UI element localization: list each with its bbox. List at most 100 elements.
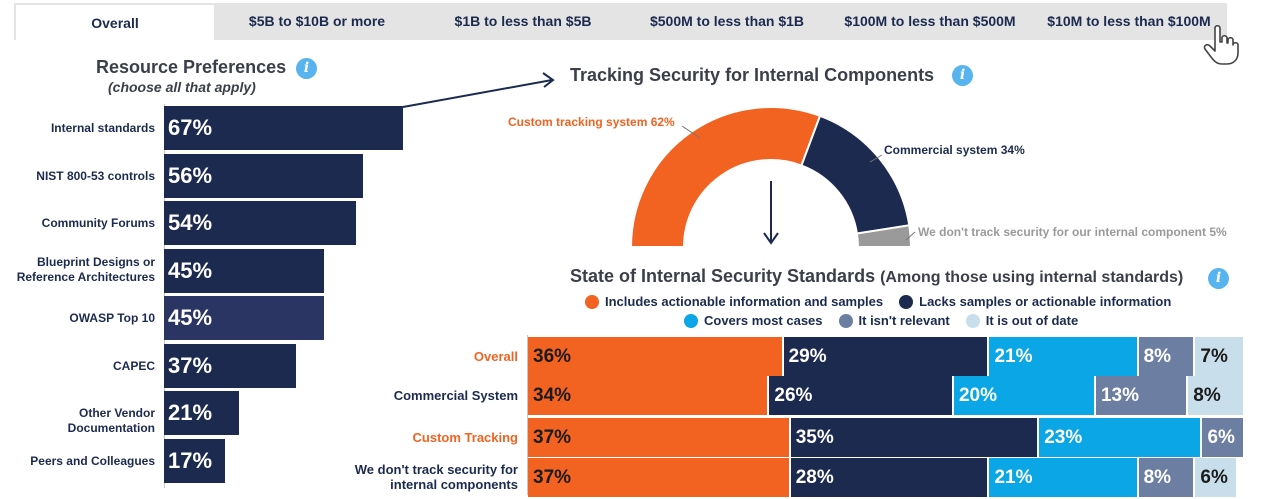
stacked-value-label: 21% (994, 346, 1033, 367)
stacked-segment[interactable]: 21% (989, 458, 1139, 497)
stacked-value-label: 20% (958, 385, 998, 406)
stacked-value-label: 8% (1193, 385, 1221, 406)
stacked-segment[interactable]: 21% (989, 337, 1139, 376)
stacked-segment[interactable]: 13% (1095, 376, 1189, 415)
gauge-leader-line (905, 231, 916, 241)
stacked-value-label: 36% (533, 346, 572, 367)
legend-row-1: Includes actionable information and samp… (585, 294, 1181, 309)
bar-value-label: 37% (168, 352, 213, 378)
bar-category-label: OWASP Top 10 (69, 311, 155, 325)
stacked-segment[interactable]: 26% (769, 376, 954, 415)
gauge-leader-line (681, 125, 701, 139)
stacked-segment[interactable]: 34% (528, 376, 770, 415)
bar-value-label: 67% (168, 115, 213, 140)
stacked-value-label: 6% (1200, 467, 1228, 488)
stacked-row: 34% 26% 20% 13% 8% (528, 376, 1246, 415)
stacked-value-label: 21% (994, 467, 1033, 488)
legend-item-actionable: Includes actionable information and samp… (585, 294, 883, 309)
pointer-hand-icon (1203, 24, 1239, 65)
stacked-segment[interactable]: 36% (528, 337, 784, 376)
info-icon[interactable]: i (1208, 268, 1229, 289)
tab-500m-to-1b[interactable]: $500M to less than $1B (649, 13, 805, 29)
stacked-segment[interactable]: 37% (528, 418, 791, 457)
tab-overall[interactable]: Overall (16, 3, 214, 40)
stacked-value-label: 29% (788, 346, 827, 367)
stacked-value-label: 23% (1044, 427, 1083, 448)
gauge-label-custom: Custom tracking system 62% (508, 115, 675, 129)
legend-item-covers: Covers most cases (684, 313, 823, 328)
stacked-category-label: We don't track security for internal com… (354, 462, 518, 492)
stacked-value-label: 6% (1207, 427, 1235, 448)
legend-dot (899, 294, 914, 309)
stacked-segment[interactable]: 35% (790, 418, 1040, 457)
stacked-segment[interactable]: 7% (1195, 337, 1246, 376)
info-icon[interactable]: i (296, 58, 317, 79)
stacked-segment[interactable]: 6% (1202, 418, 1246, 457)
bar-category-label: Community Forums (41, 216, 155, 230)
stacked-segment[interactable]: 8% (1138, 337, 1196, 376)
bar[interactable]: 45% (164, 248, 325, 293)
stacked-row: 37% 35% 23% 6% (528, 418, 1246, 457)
bar-value-label: 45% (168, 305, 213, 330)
bar[interactable]: 37% (164, 343, 296, 388)
stacked-segment[interactable]: 6% (1195, 458, 1238, 497)
gauge-slice[interactable] (800, 114, 911, 235)
stacked-value-label: 7% (1200, 346, 1228, 367)
bar[interactable]: 45% (164, 296, 325, 340)
standards-title-main: State of Internal Security Standards (570, 266, 876, 286)
bar-value-label: 21% (168, 400, 213, 425)
bar-value-label: 17% (168, 447, 213, 473)
bar-category-label: CAPEC (112, 358, 155, 373)
legend-row-2: Covers most cases It isn't relevant It i… (684, 313, 1088, 328)
legend-item-out-of-date: It is out of date (965, 313, 1078, 328)
stacked-row: 36% 29% 21% 8% 7% (528, 337, 1246, 376)
stacked-value-label: 34% (533, 385, 572, 406)
stacked-value-label: 8% (1143, 346, 1172, 367)
stacked-segment[interactable]: 8% (1188, 376, 1246, 415)
stacked-value-label: 37% (533, 427, 572, 448)
gauge-label-commercial: Commercial system 34% (884, 143, 1025, 157)
legend-dot (585, 294, 599, 309)
gauge-leader-line (869, 154, 883, 163)
bar[interactable]: 67% (164, 106, 403, 150)
bar-value-label: 54% (168, 210, 213, 235)
bar[interactable]: 56% (164, 153, 364, 198)
bar-category-label: NIST 800-53 controls (36, 168, 155, 183)
bar-value-label: 45% (168, 257, 213, 283)
stacked-value-label: 13% (1100, 385, 1140, 406)
bar-category-label: Other Vendor Documentation (67, 406, 155, 435)
gauge-label-untracked: We don't track security for our internal… (918, 225, 1227, 239)
stacked-value-label: 35% (795, 427, 834, 448)
stacked-segment[interactable]: 29% (783, 337, 990, 376)
stacked-segment[interactable]: 28% (790, 458, 990, 497)
tab-1b-to-5b[interactable]: $1B to less than $5B (454, 13, 592, 29)
legend-label: Includes actionable information and samp… (605, 294, 884, 309)
stacked-value-label: 26% (774, 385, 813, 406)
tab-5b-to-10b[interactable]: $5B to $10B or more (248, 13, 386, 29)
legend-label: Lacks samples or actionable information (919, 294, 1172, 309)
bar-category-label: Internal standards (50, 121, 155, 135)
tracking-title: Tracking Security for Internal Component… (570, 65, 935, 85)
stacked-segment[interactable]: 37% (528, 458, 791, 497)
stacked-segment[interactable]: 8% (1138, 458, 1196, 497)
stacked-row: 37% 28% 21% 8% 6% (528, 458, 1238, 497)
tab-100m-to-500m[interactable]: $100M to less than $500M (844, 13, 1016, 29)
gauge-slice[interactable] (855, 224, 913, 248)
legend-dot (684, 313, 698, 328)
legend-dot (965, 313, 980, 328)
bar[interactable]: 54% (164, 201, 357, 245)
standards-title-note: (Among those using internal standards) (880, 269, 1184, 286)
info-icon[interactable]: i (952, 65, 973, 86)
stacked-value-label: 8% (1143, 467, 1172, 488)
legend-item-lacks: Lacks samples or actionable information (899, 294, 1171, 309)
stacked-segment[interactable]: 23% (1039, 418, 1203, 457)
stacked-category-label: Overall (473, 349, 518, 364)
bar[interactable]: 17% (164, 438, 225, 483)
bar[interactable]: 21% (164, 391, 239, 435)
stacked-segment[interactable]: 20% (953, 376, 1096, 415)
filter-tab-bar: Overall $5B to $10B or more $1B to less … (14, 3, 1227, 40)
legend-item-not-relevant: It isn't relevant (838, 313, 950, 328)
stacked-category-label: Custom Tracking (412, 430, 518, 445)
tab-10m-to-100m[interactable]: $10M to less than $100M (1047, 13, 1211, 29)
stacked-value-label: 28% (795, 467, 834, 488)
